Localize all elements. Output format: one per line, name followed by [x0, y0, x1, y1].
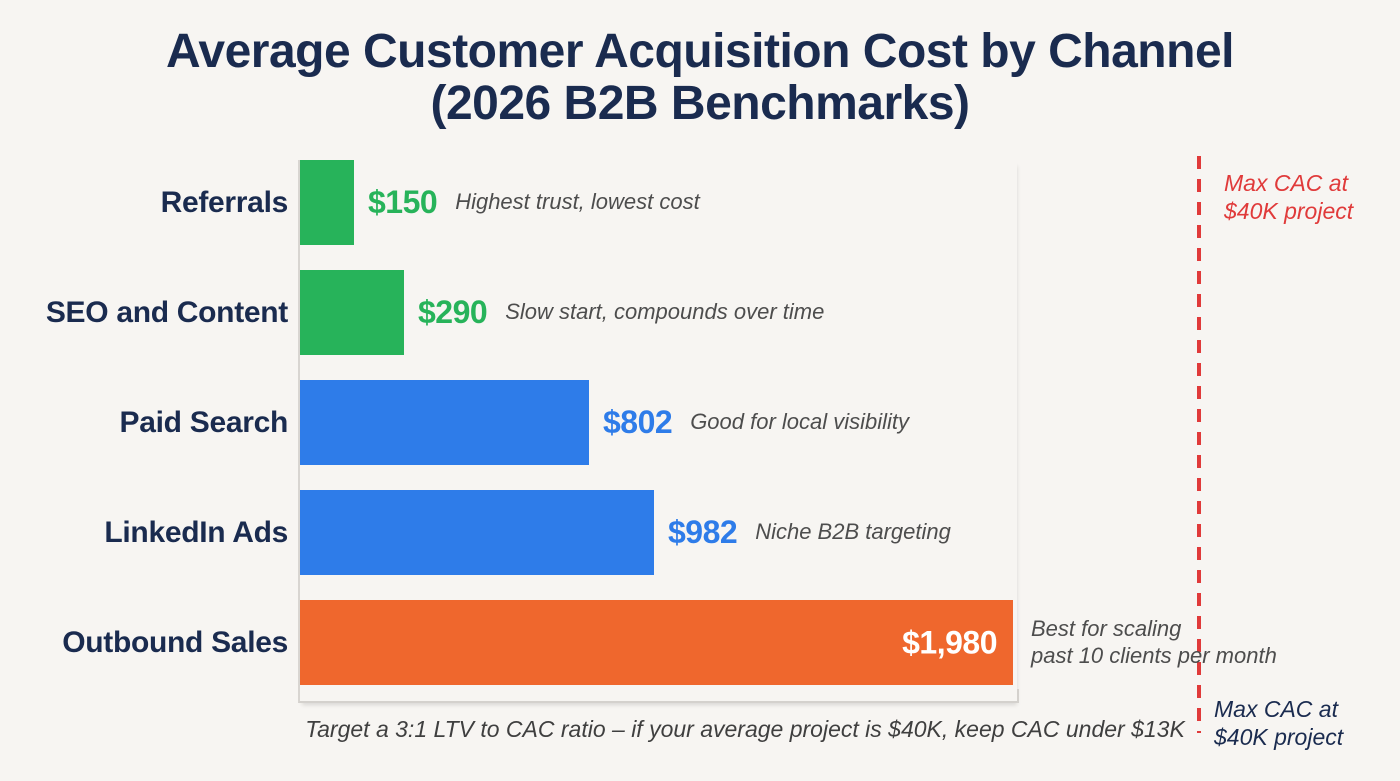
threshold-dashed-line — [1197, 156, 1201, 733]
title-line-1: Average Customer Acquisition Cost by Cha… — [166, 25, 1234, 78]
category-label: LinkedIn Ads — [104, 515, 288, 549]
annotation: Highest trust, lowest cost — [455, 189, 700, 215]
category-label: Outbound Sales — [62, 625, 288, 659]
value-label: $982 — [668, 514, 738, 550]
value-label: $290 — [418, 294, 488, 330]
value-label: $1,980 — [902, 624, 997, 660]
annotation: Niche B2B targeting — [755, 519, 951, 545]
footer-note: Target a 3:1 LTV to CAC ratio – if your … — [305, 716, 1185, 742]
bar-row: Outbound Sales $1,980 Best for scaling p… — [0, 600, 1400, 685]
threshold-label-bottom: Max CAC at $40K project — [1214, 696, 1344, 750]
annotation: Good for local visibility — [690, 409, 910, 435]
bar — [300, 270, 404, 355]
category-label: Referrals — [160, 185, 289, 219]
bar-row: SEO and Content $290 Slow start, compoun… — [0, 270, 1400, 355]
bar: $1,980 — [300, 600, 1013, 685]
annotation: Best for scaling past 10 clients per mon… — [1031, 615, 1277, 668]
value-label: $802 — [603, 404, 673, 440]
bar-row: Paid Search $802 Good for local visibili… — [0, 380, 1400, 465]
x-axis-end-tick — [1017, 689, 1019, 703]
bar — [300, 380, 589, 465]
category-label: Paid Search — [119, 405, 289, 439]
value-label: $150 — [368, 184, 438, 220]
threshold-label-top: Max CAC at $40K project — [1224, 170, 1354, 224]
title-line-2: (2026 B2B Benchmarks) — [430, 76, 970, 130]
bar-row: LinkedIn Ads $982 Niche B2B targeting — [0, 490, 1400, 575]
page-title: Average Customer Acquisition Cost by Cha… — [0, 26, 1400, 130]
annotation: Slow start, compounds over time — [505, 299, 825, 325]
bar-row: Referrals $150 Highest trust, lowest cos… — [0, 160, 1400, 245]
bar — [300, 160, 354, 245]
category-label: SEO and Content — [45, 295, 288, 329]
plot-area — [298, 160, 1019, 703]
bar — [300, 490, 654, 575]
